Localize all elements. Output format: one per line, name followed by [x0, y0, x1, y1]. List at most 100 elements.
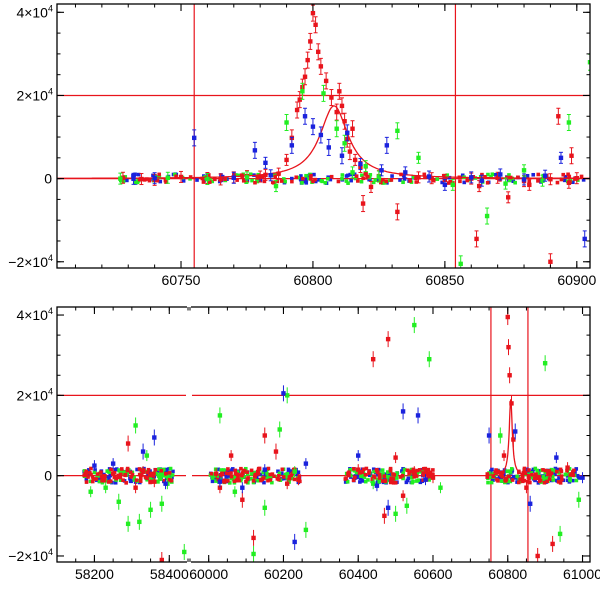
data-point-green	[503, 181, 508, 186]
data-point-blue	[356, 453, 361, 458]
baseline-point	[394, 476, 399, 480]
data-point-green	[395, 128, 400, 134]
baseline-point	[346, 173, 350, 178]
baseline-point	[530, 475, 535, 480]
baseline-point	[525, 173, 530, 178]
baseline-point	[570, 478, 575, 483]
data-point-blue	[513, 429, 518, 434]
data-point-red	[548, 177, 553, 182]
data-point-red	[217, 485, 223, 490]
baseline-point	[421, 473, 426, 477]
baseline-point	[513, 180, 517, 185]
baseline-point	[250, 472, 254, 476]
baseline-point	[226, 479, 230, 483]
baseline-point	[233, 471, 238, 476]
y-tick-label: 2×104	[16, 86, 53, 103]
baseline-point	[195, 178, 199, 182]
baseline-point	[222, 468, 226, 472]
baseline-point	[408, 179, 412, 183]
baseline-point	[237, 478, 242, 483]
baseline-point	[340, 177, 344, 181]
data-point-red	[294, 107, 300, 113]
data-point-red	[251, 535, 256, 541]
data-point-red	[140, 469, 146, 474]
baseline-point	[400, 469, 404, 473]
baseline-point	[503, 476, 508, 481]
baseline-point	[499, 479, 504, 483]
baseline-point	[367, 469, 372, 473]
baseline-point	[312, 172, 316, 177]
data-point-red	[308, 39, 313, 44]
baseline-point	[344, 179, 349, 183]
baseline-point	[534, 472, 538, 477]
data-point-green	[182, 549, 187, 555]
baseline-point	[156, 175, 161, 179]
baseline-point	[121, 478, 125, 482]
baseline-point	[214, 479, 218, 483]
baseline-point	[256, 478, 260, 483]
baseline-point	[523, 471, 528, 475]
baseline-point	[245, 470, 249, 474]
data-point-blue	[403, 170, 408, 175]
data-point-blue	[92, 463, 97, 468]
baseline-point	[448, 179, 453, 184]
baseline-point	[555, 469, 559, 474]
baseline-point	[352, 466, 356, 471]
data-point-red	[133, 485, 138, 490]
baseline-point	[116, 473, 121, 478]
baseline-point	[240, 473, 244, 478]
baseline-point	[84, 473, 88, 477]
baseline-point	[503, 479, 508, 483]
baseline-point	[245, 477, 249, 482]
baseline-point	[295, 472, 300, 477]
data-point-red	[565, 465, 570, 470]
baseline-point	[415, 468, 419, 473]
data-point-blue	[498, 172, 503, 177]
data-point-red	[350, 126, 355, 131]
baseline-point	[155, 178, 160, 183]
baseline-point	[346, 471, 350, 476]
baseline-point	[485, 472, 490, 476]
baseline-point	[510, 478, 515, 482]
baseline-point	[261, 175, 265, 179]
x-tick-label: 58400	[150, 566, 189, 582]
baseline-point	[229, 471, 233, 475]
baseline-point	[275, 179, 280, 184]
baseline-point	[297, 474, 302, 478]
baseline-point	[340, 173, 345, 177]
baseline-point	[308, 177, 313, 181]
baseline-point	[94, 477, 99, 481]
baseline-point	[574, 467, 579, 471]
data-point-red	[125, 441, 131, 446]
baseline-point	[491, 474, 496, 479]
data-point-red	[370, 357, 376, 362]
panel-bottom: 58200 58400 60000 60200 60400 60600 60800 61000…	[8, 305, 600, 582]
baseline-point	[489, 174, 493, 179]
data-point-red	[511, 437, 516, 442]
baseline-point	[200, 176, 205, 181]
baseline-point	[428, 470, 433, 475]
baseline-point	[460, 173, 465, 178]
baseline-point	[370, 477, 375, 481]
baseline-point	[407, 472, 411, 476]
baseline-point	[543, 468, 548, 473]
y-tick-label: 4×104	[16, 3, 53, 20]
baseline-point	[255, 175, 260, 180]
baseline-point	[418, 480, 423, 485]
data-point-blue	[426, 174, 432, 179]
data-point-green	[116, 499, 121, 504]
baseline-point	[272, 474, 276, 479]
baseline-point	[536, 172, 541, 177]
baseline-point	[377, 474, 382, 479]
baseline-point	[527, 476, 531, 481]
plot-area	[57, 307, 590, 562]
data-point-green	[484, 213, 490, 219]
x-tick-label: 60200	[264, 566, 303, 582]
axes-frame	[56, 3, 591, 269]
data-point-red	[347, 149, 353, 154]
data-point-green	[412, 322, 417, 328]
baseline-point	[158, 179, 163, 184]
baseline-point	[496, 470, 501, 475]
baseline-point	[225, 469, 229, 473]
baseline-point	[549, 467, 554, 472]
